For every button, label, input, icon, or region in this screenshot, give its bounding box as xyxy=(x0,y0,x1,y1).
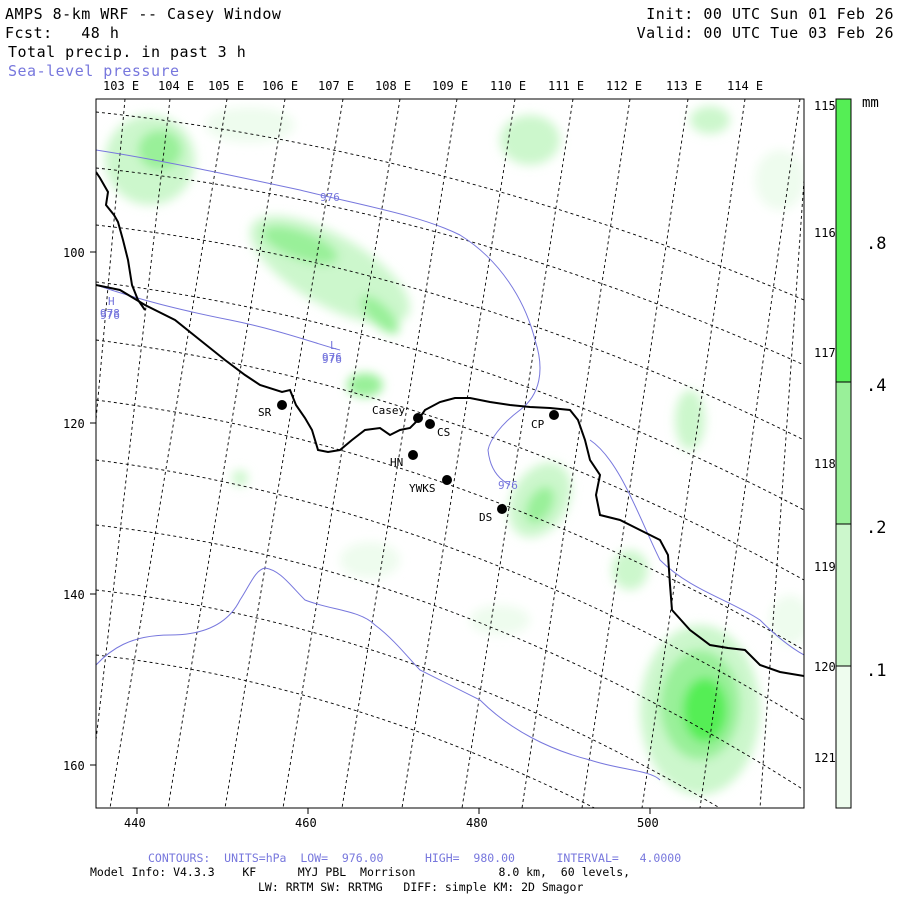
station-label-ywks: YWKS xyxy=(409,482,436,495)
longitude-label: 106 E xyxy=(262,79,298,93)
station-label-casey: Casey xyxy=(372,404,405,417)
pressure-label: 976 xyxy=(322,353,342,366)
station-label-ds: DS xyxy=(479,511,492,524)
forecast-hour: Fcst: 48 h xyxy=(5,24,120,42)
colorbar-label: .1 xyxy=(866,661,886,681)
y-tick-label: 160 xyxy=(63,759,85,773)
station-markers xyxy=(277,400,559,514)
longitude-label: 105 E xyxy=(208,79,244,93)
longitude-label: 112 E xyxy=(606,79,642,93)
model-info-line-2: LW: RRTM SW: RRTMG DIFF: simple KM: 2D S… xyxy=(258,880,584,894)
map-title: AMPS 8-km WRF -- Casey Window xyxy=(5,5,282,23)
overlay-name: Sea-level pressure xyxy=(8,62,180,80)
plot-frame xyxy=(95,98,805,809)
pressure-label: 976 xyxy=(498,479,518,492)
longitude-label: 107 E xyxy=(318,79,354,93)
longitude-label: 111 E xyxy=(548,79,584,93)
model-info-line-1: Model Info: V4.3.3 KF MYJ PBL Morrison 8… xyxy=(90,865,631,879)
longitude-label: 108 E xyxy=(375,79,411,93)
y-axis-labels: 100 120 140 160 xyxy=(63,246,85,773)
station-label-sr: SR xyxy=(258,406,272,419)
pressure-value-labels: 976 976 976 976 xyxy=(100,191,518,492)
colorbar-label: .2 xyxy=(866,518,886,538)
longitude-label: 113 E xyxy=(666,79,702,93)
high-pressure-mark: H 978 xyxy=(100,295,120,320)
longitude-label: 110 E xyxy=(490,79,526,93)
longitude-label: 104 E xyxy=(158,79,194,93)
colorbar-label: .8 xyxy=(866,234,886,254)
x-tick-label: 480 xyxy=(466,816,488,830)
precip-shading xyxy=(105,106,804,795)
y-tick-label: 100 xyxy=(63,246,85,260)
longitude-label: 109 E xyxy=(432,79,468,93)
x-tick-label: 440 xyxy=(124,816,146,830)
pressure-contours xyxy=(96,149,804,781)
precip-colorbar xyxy=(835,98,852,809)
pressure-label: 976 xyxy=(100,309,120,322)
station-label-cs: CS xyxy=(437,426,450,439)
x-tick-label: 500 xyxy=(637,816,659,830)
station-label-hn: HN xyxy=(390,456,403,469)
init-time: Init: 00 UTC Sun 01 Feb 26 xyxy=(646,5,894,23)
low-pressure-mark: L 976 xyxy=(322,339,342,364)
pressure-label: 976 xyxy=(320,191,340,204)
pressure-centers: H 978 L 976 xyxy=(100,295,342,364)
colorbar-labels: .8 .4 .2 .1 xyxy=(866,234,886,681)
x-axis-labels: 440 460 480 500 xyxy=(124,816,659,830)
y-tick-label: 140 xyxy=(63,588,85,602)
contours-info: CONTOURS: UNITS=hPa LOW= 976.00 HIGH= 98… xyxy=(148,851,682,865)
longitude-label: 103 E xyxy=(103,79,139,93)
longitude-grid xyxy=(96,99,804,808)
valid-time: Valid: 00 UTC Tue 03 Feb 26 xyxy=(636,24,894,42)
station-labels: SR Casey CS HN YWKS DS CP xyxy=(258,404,545,524)
field-name: Total precip. in past 3 h xyxy=(8,43,247,61)
y-tick-label: 120 xyxy=(63,417,85,431)
longitude-label: 114 E xyxy=(727,79,763,93)
latitude-grid xyxy=(96,111,804,808)
colorbar-label: .4 xyxy=(866,376,886,396)
x-tick-label: 460 xyxy=(295,816,317,830)
longitude-labels: 103 E 104 E 105 E 106 E 107 E 108 E 109 … xyxy=(103,79,763,93)
colorbar-unit: mm xyxy=(862,95,879,111)
coastline xyxy=(96,171,804,677)
station-label-cp: CP xyxy=(531,418,545,431)
